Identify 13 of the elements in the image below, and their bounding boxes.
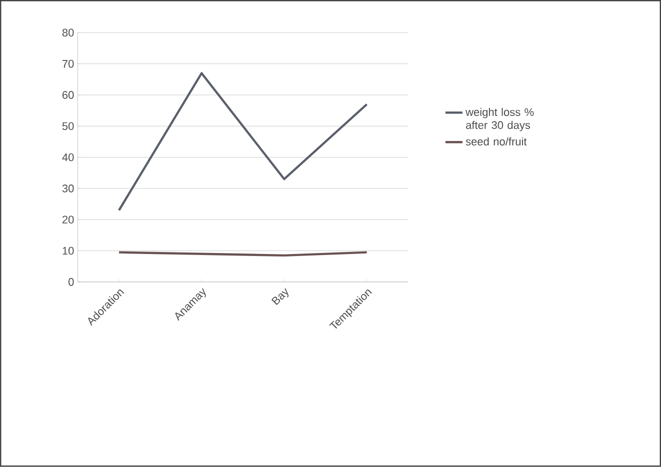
y-tick-label: 50 bbox=[62, 122, 74, 130]
y-tick-label: 70 bbox=[62, 60, 74, 68]
y-tick-label: 30 bbox=[62, 184, 74, 192]
y-tick-label: 10 bbox=[62, 246, 74, 255]
y-tick-label: 0 bbox=[68, 278, 74, 286]
legend-label: seed no/fruit bbox=[466, 137, 527, 146]
y-tick-label: 40 bbox=[62, 154, 74, 162]
line-series bbox=[118, 72, 368, 212]
y-tick-label: 80 bbox=[62, 28, 74, 37]
y-tick-label: 60 bbox=[62, 91, 74, 99]
x-tick-label: Bay bbox=[271, 288, 289, 306]
legend-label: weight loss % after 30 days bbox=[466, 108, 534, 132]
y-tick-label: 20 bbox=[62, 216, 74, 224]
